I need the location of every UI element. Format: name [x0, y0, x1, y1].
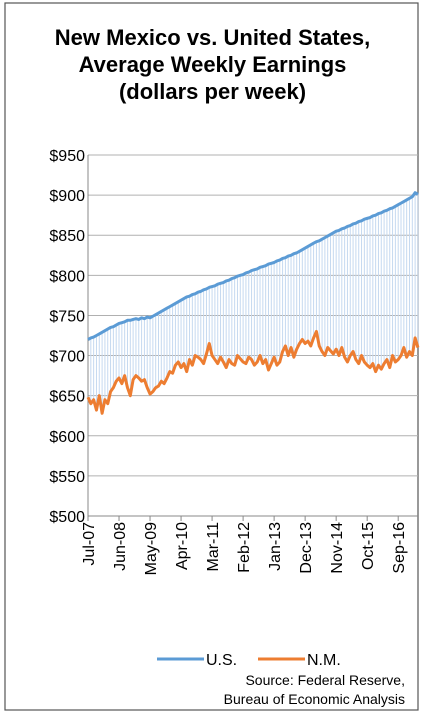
x-tick-label: Dec-13 [298, 522, 315, 574]
y-tick-label: $550 [49, 469, 85, 486]
x-tick-label: Nov-14 [329, 522, 346, 574]
x-tick-label: Sep-16 [391, 522, 408, 574]
y-tick-label: $900 [49, 188, 85, 205]
y-tick-label: $600 [49, 429, 85, 446]
y-tick-label: $800 [49, 268, 85, 285]
legend-label: N.M. [307, 652, 341, 669]
x-tick-label: Feb-12 [236, 522, 253, 573]
x-tick-label: Oct-15 [360, 522, 377, 570]
x-tick-label: Jun-08 [112, 522, 129, 571]
legend-label: U.S. [206, 652, 237, 669]
source-line: Source: Federal Reserve, [245, 672, 405, 688]
source-line: Bureau of Economic Analysis [224, 691, 405, 707]
x-tick-label: May-09 [143, 522, 160, 575]
series-line [86, 329, 420, 415]
x-tick-label: Mar-11 [205, 522, 222, 572]
x-tick-label: Jul-07 [81, 522, 98, 566]
x-tick-label: Apr-10 [174, 522, 191, 570]
y-tick-label: $700 [49, 349, 85, 366]
x-tick-label: Jan-13 [267, 522, 284, 571]
y-tick-label: $750 [49, 308, 85, 325]
frame [4, 2, 419, 711]
y-tick-label: $650 [49, 389, 85, 406]
y-tick-label: $950 [49, 148, 85, 165]
y-tick-label: $850 [49, 228, 85, 245]
y-tick-label: $500 [49, 509, 85, 526]
chart-title: New Mexico vs. United States, Average We… [54, 25, 371, 104]
series-line [87, 191, 419, 341]
